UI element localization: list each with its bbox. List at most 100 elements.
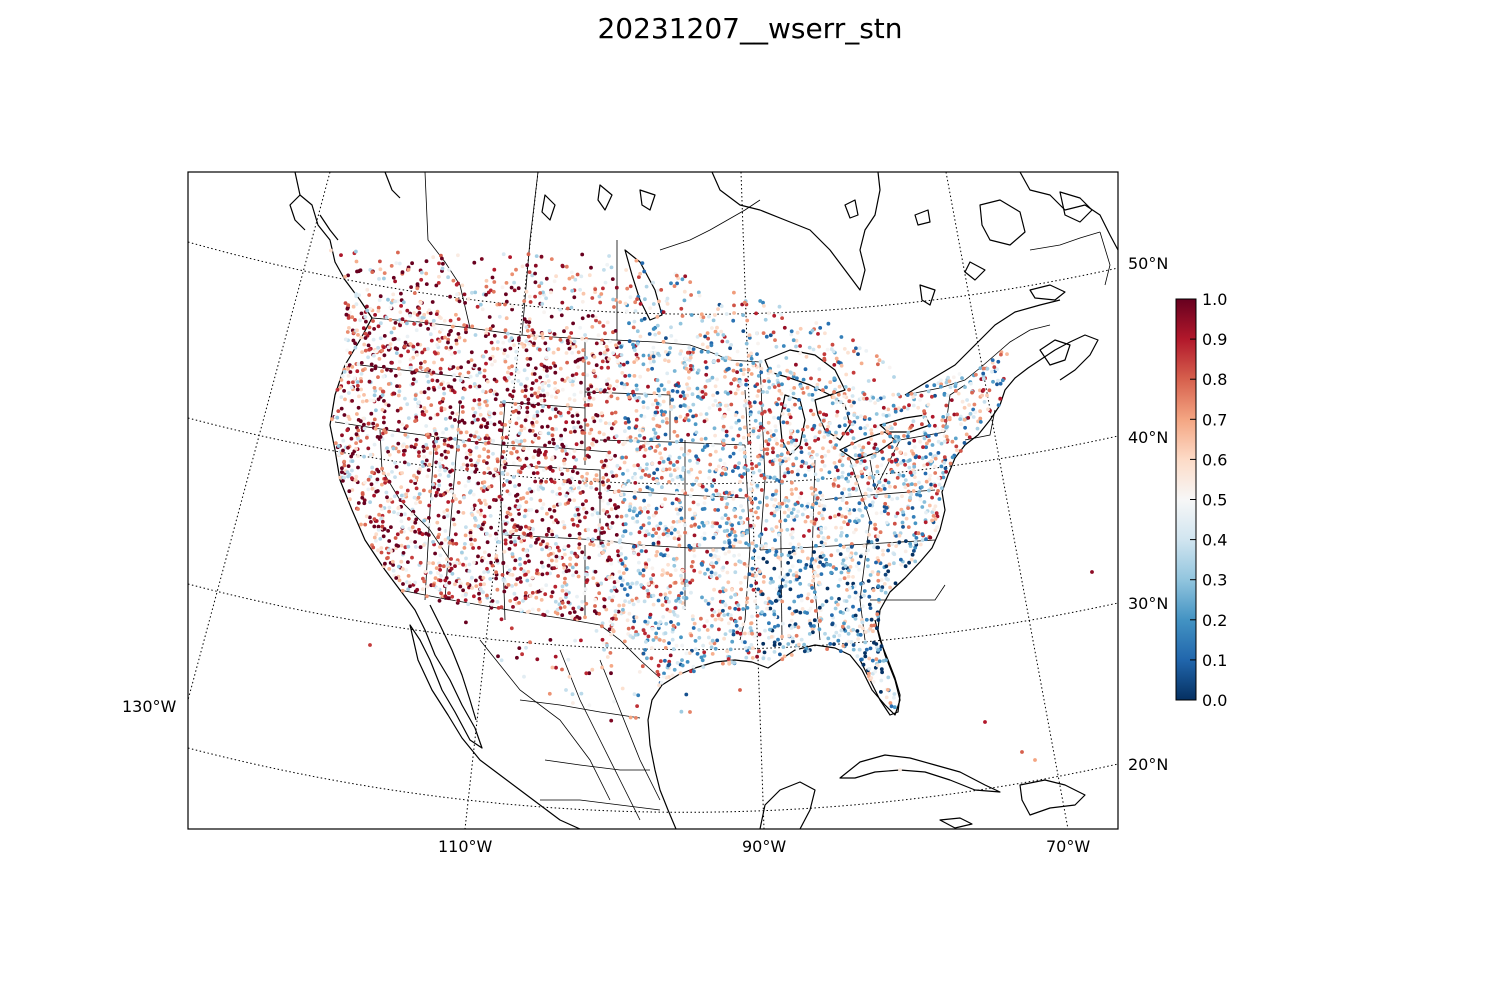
station-point	[372, 524, 377, 529]
station-point	[866, 487, 871, 492]
station-point	[675, 389, 680, 394]
station-point	[857, 607, 862, 612]
station-point	[398, 310, 403, 314]
station-point	[377, 357, 382, 361]
station-point	[379, 550, 384, 555]
station-point	[926, 402, 931, 407]
station-point	[723, 472, 728, 477]
station-point	[488, 514, 493, 518]
station-point	[439, 541, 444, 546]
station-point	[663, 350, 668, 354]
station-point	[874, 657, 879, 662]
station-point	[569, 270, 574, 275]
station-point	[551, 350, 556, 355]
station-point	[608, 456, 613, 460]
station-point	[661, 399, 666, 404]
station-point	[912, 549, 916, 553]
station-point	[909, 492, 913, 497]
station-point	[699, 561, 704, 566]
station-point	[593, 597, 598, 602]
station-point	[544, 296, 548, 301]
station-point	[891, 392, 896, 397]
station-point	[881, 659, 886, 663]
station-point	[927, 423, 932, 428]
station-point	[580, 316, 585, 321]
station-point	[435, 378, 440, 383]
station-point	[667, 599, 671, 604]
station-point	[817, 430, 822, 435]
station-point	[413, 397, 418, 401]
station-point	[670, 478, 675, 482]
station-point	[711, 403, 716, 407]
station-point	[718, 589, 722, 594]
station-point	[729, 402, 734, 407]
station-point	[771, 433, 776, 437]
station-point	[462, 546, 467, 550]
station-point	[567, 346, 572, 351]
station-point	[942, 439, 947, 444]
station-point	[939, 441, 944, 446]
station-point	[354, 302, 359, 307]
station-point	[679, 635, 683, 640]
station-point	[538, 291, 543, 295]
station-point	[430, 378, 435, 383]
station-point	[399, 530, 404, 534]
station-point	[788, 542, 793, 546]
station-point	[364, 514, 369, 519]
station-point	[397, 261, 402, 266]
station-point	[818, 423, 823, 427]
station-point	[719, 329, 724, 334]
station-point	[532, 414, 537, 418]
station-point	[710, 375, 715, 380]
station-point	[860, 474, 865, 479]
station-point	[657, 331, 661, 335]
station-point	[798, 559, 803, 564]
station-point	[613, 329, 618, 333]
station-point	[541, 335, 545, 340]
station-point	[858, 461, 863, 465]
station-point	[568, 562, 572, 567]
station-point	[870, 500, 875, 505]
station-point	[742, 300, 747, 305]
station-point	[896, 406, 901, 411]
station-point	[743, 398, 748, 403]
station-point	[817, 627, 822, 632]
station-point	[359, 379, 364, 384]
station-point	[762, 476, 767, 480]
station-point	[492, 473, 496, 478]
station-point	[652, 359, 656, 364]
station-point	[906, 430, 911, 435]
station-point	[583, 556, 587, 560]
station-point	[863, 640, 868, 645]
station-point	[647, 356, 652, 361]
station-point	[427, 462, 432, 467]
station-point	[644, 284, 649, 289]
station-point	[841, 558, 846, 563]
station-point	[745, 318, 750, 323]
station-point	[684, 366, 689, 371]
station-point	[383, 430, 388, 435]
station-point	[652, 471, 656, 475]
station-point	[657, 638, 662, 642]
station-point	[369, 520, 373, 524]
station-point	[691, 438, 695, 442]
station-point	[600, 359, 605, 364]
station-point	[554, 446, 559, 451]
station-point	[666, 359, 671, 364]
station-point	[711, 393, 715, 398]
station-point	[903, 549, 908, 554]
station-point	[850, 429, 854, 434]
station-point	[646, 581, 651, 586]
station-point	[803, 519, 808, 524]
station-point	[649, 437, 653, 442]
station-point	[704, 521, 709, 525]
station-point	[727, 621, 731, 626]
station-point	[884, 520, 889, 525]
station-point	[579, 638, 583, 643]
station-point	[458, 500, 462, 505]
station-point	[448, 415, 453, 420]
station-point	[371, 545, 376, 550]
station-point	[344, 362, 349, 367]
station-point	[600, 480, 605, 484]
station-point	[688, 408, 693, 413]
